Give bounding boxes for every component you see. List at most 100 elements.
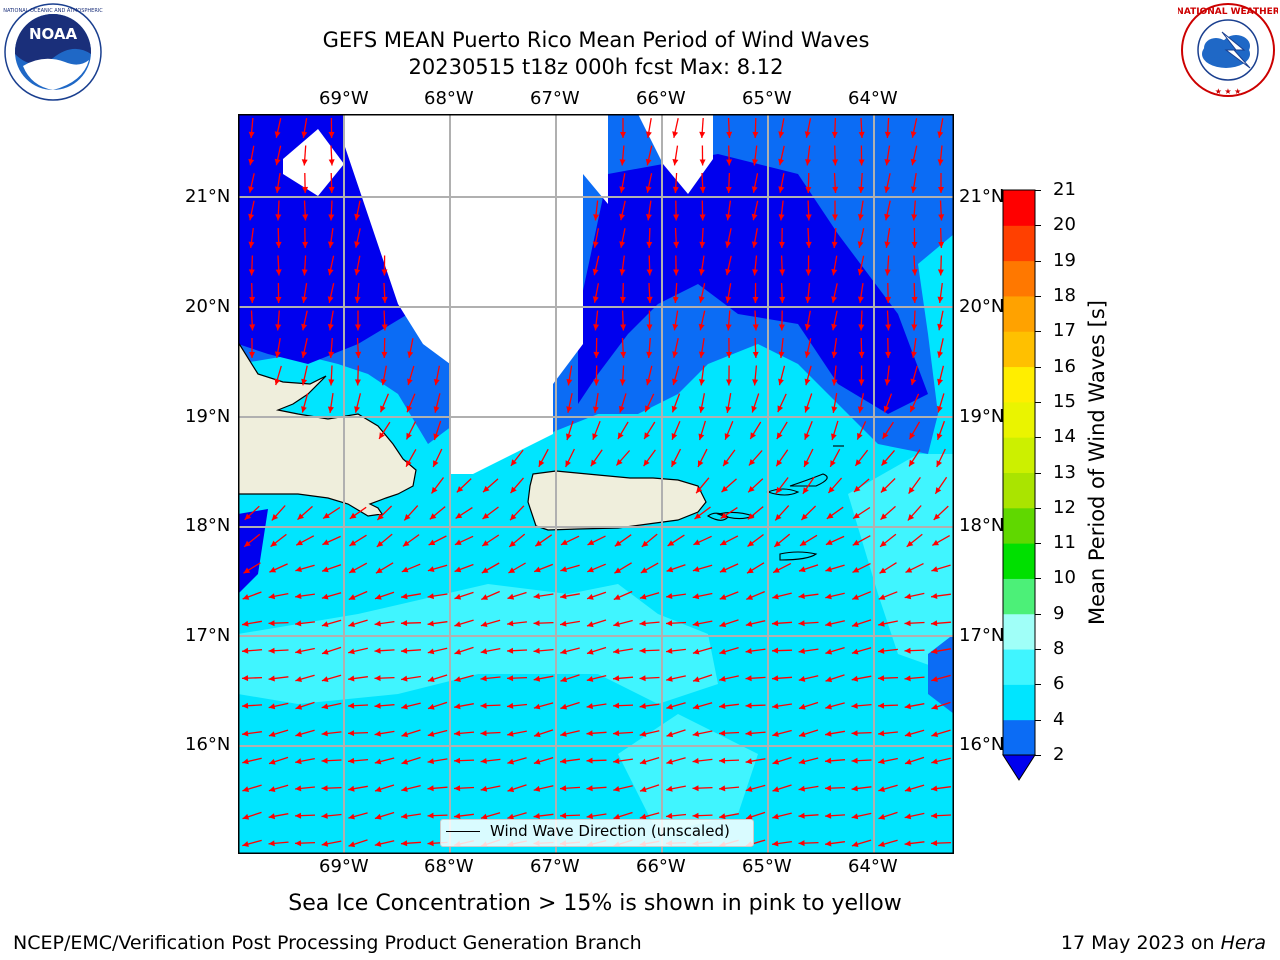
wave-arrow-head [798, 785, 805, 792]
wave-arrow-head [719, 730, 726, 737]
wave-arrow-head [825, 730, 832, 737]
wave-arrow-head [507, 702, 514, 709]
wave-arrow-head [698, 460, 704, 467]
wave-arrow-head [376, 540, 384, 547]
wave-arrow-head [904, 731, 912, 737]
wave-arrow-head [825, 840, 832, 847]
wave-arrow-head [613, 813, 621, 820]
wave-arrow-head [533, 675, 541, 682]
wave-arrow-head [480, 675, 487, 682]
colorbar-tick-mark [1035, 719, 1041, 721]
colorbar-tick-mark [1035, 437, 1041, 439]
wave-arrow-head [349, 540, 357, 546]
wave-arrow-head [301, 131, 308, 138]
lat-label-left: 19°N [185, 406, 231, 427]
light-cyan-region-south [618, 714, 758, 834]
wave-arrow-head [825, 785, 832, 792]
wave-arrow-head [772, 593, 779, 600]
missing-data-region [344, 114, 608, 474]
wave-arrow-head [354, 241, 360, 248]
wave-arrow-head [613, 675, 620, 682]
wave-arrow-head [374, 841, 382, 847]
wave-arrow-head [301, 323, 308, 331]
wave-arrow-head [672, 186, 679, 193]
wave-arrow-head [592, 296, 599, 303]
wave-arrow-head [586, 785, 593, 792]
svg-text:NATIONAL WEATHER: NATIONAL WEATHER [1178, 7, 1278, 17]
wave-arrow-head [778, 214, 785, 221]
wave-arrow-head [772, 786, 780, 793]
wave-arrow-head [805, 159, 811, 166]
wave-arrow-head [322, 539, 330, 545]
wave-arrow-head [454, 785, 461, 792]
wave-arrow-head [906, 540, 914, 547]
wave-arrow-head [699, 241, 706, 248]
wave-arrow-head [692, 566, 700, 572]
wave-arrow-head [508, 567, 516, 573]
wave-arrow-head [725, 268, 731, 276]
wave-arrow-head [433, 406, 440, 413]
colorbar-tick-mark [1035, 578, 1041, 580]
wave-arrow-head [699, 159, 706, 166]
wave-arrow-head [699, 186, 706, 193]
wave-arrow-head [852, 539, 860, 546]
wave-arrow-head [884, 131, 891, 138]
wave-arrow-head [851, 757, 858, 764]
wave-arrow-head [904, 647, 911, 654]
wave-arrow-head [905, 758, 912, 765]
wave-arrow-head [752, 159, 758, 166]
wave-arrow-head [699, 379, 705, 386]
colorbar-segment [1003, 578, 1035, 615]
wave-arrow-head [698, 323, 705, 331]
wave-arrow-head [721, 485, 728, 493]
footer-date: 17 May 2023 on Hera [1061, 932, 1266, 954]
wave-arrow-head [747, 540, 755, 547]
wave-arrow-head [673, 269, 680, 276]
wave-arrow-head [825, 621, 832, 627]
wave-arrow-head [884, 186, 891, 193]
wave-arrow-head [321, 593, 329, 600]
wave-arrow-head [619, 296, 626, 303]
wave-arrow-head [321, 812, 328, 819]
wave-arrow-head [586, 703, 593, 710]
wave-arrow-head [639, 813, 647, 820]
wave-arrow-head [456, 486, 464, 493]
wave-arrow-head [832, 159, 839, 166]
wave-arrow-head [878, 647, 885, 654]
wave-arrow-head [880, 540, 887, 547]
wave-arrow-head [798, 620, 805, 627]
wave-arrow-head [481, 594, 488, 600]
wave-arrow-head [885, 324, 892, 331]
lat-label-left: 18°N [185, 515, 231, 536]
colorbar-tick-label: 10 [1053, 567, 1076, 589]
wave-arrow-head [480, 702, 487, 709]
wave-arrow-head [401, 758, 409, 765]
wave-arrow-head [275, 241, 282, 248]
wave-arrow-head [328, 214, 335, 221]
wave-arrow-head [534, 731, 541, 738]
wave-arrow-head [593, 324, 599, 331]
wave-arrow-head [297, 513, 304, 520]
wave-arrow-head [798, 812, 805, 819]
lon-label-top: 64°W [848, 88, 898, 109]
wave-arrow-head [772, 813, 779, 820]
wave-arrow-head [480, 648, 488, 655]
wave-arrow-head [242, 758, 249, 765]
wave-arrow-head [480, 785, 488, 792]
lon-label-top: 65°W [742, 88, 792, 109]
colorbar-segment [1003, 684, 1035, 721]
wave-arrow-head [566, 379, 573, 386]
wave-arrow-head [244, 513, 252, 520]
wave-arrow-head [904, 703, 912, 710]
wave-arrow-head [613, 702, 620, 709]
wave-arrow-head [884, 159, 891, 166]
island-st-croix [779, 551, 818, 561]
wave-arrow-head [619, 159, 626, 166]
wave-arrow-head [858, 186, 865, 193]
wave-arrow-head [348, 621, 355, 627]
footer-host: Hera [1220, 932, 1266, 954]
wave-arrow-head [533, 758, 541, 765]
wave-arrow-head [321, 757, 328, 764]
wave-arrow-head [348, 730, 355, 737]
lat-label-left: 20°N [185, 296, 231, 317]
